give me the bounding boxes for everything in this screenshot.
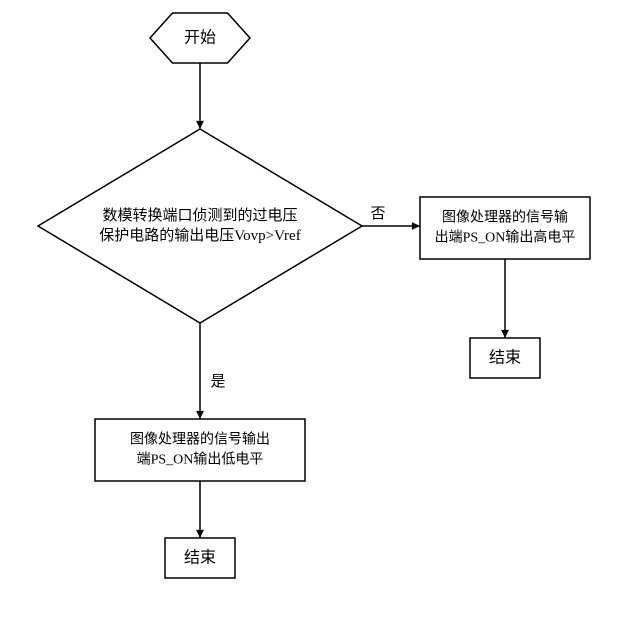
flowchart: 开始数模转换端口侦测到的过电压保护电路的输出电压Vovp>Vref 图像处理器的信… (0, 0, 620, 629)
svg-text:保护电路的输出电压Vovp>Vref: 保护电路的输出电压Vovp>Vref (99, 227, 300, 244)
svg-text:图像处理器的信号输出: 图像处理器的信号输出 (130, 432, 270, 448)
svg-text:结束: 结束 (184, 549, 216, 567)
decision (38, 129, 362, 323)
svg-text:开始: 开始 (184, 29, 216, 47)
svg-text:否: 否 (370, 206, 385, 222)
right_proc (420, 197, 590, 259)
svg-text:端PS_ON输出低电平: 端PS_ON输出低电平 (137, 452, 264, 468)
bottom_proc (95, 419, 305, 481)
svg-text:图像处理器的信号输: 图像处理器的信号输 (442, 210, 568, 226)
svg-text:数模转换端口侦测到的过电压: 数模转换端口侦测到的过电压 (102, 207, 297, 224)
svg-text:是: 是 (210, 374, 225, 390)
svg-text:出端PS_ON输出高电平: 出端PS_ON输出高电平 (435, 229, 576, 246)
svg-text:结束: 结束 (489, 349, 521, 367)
